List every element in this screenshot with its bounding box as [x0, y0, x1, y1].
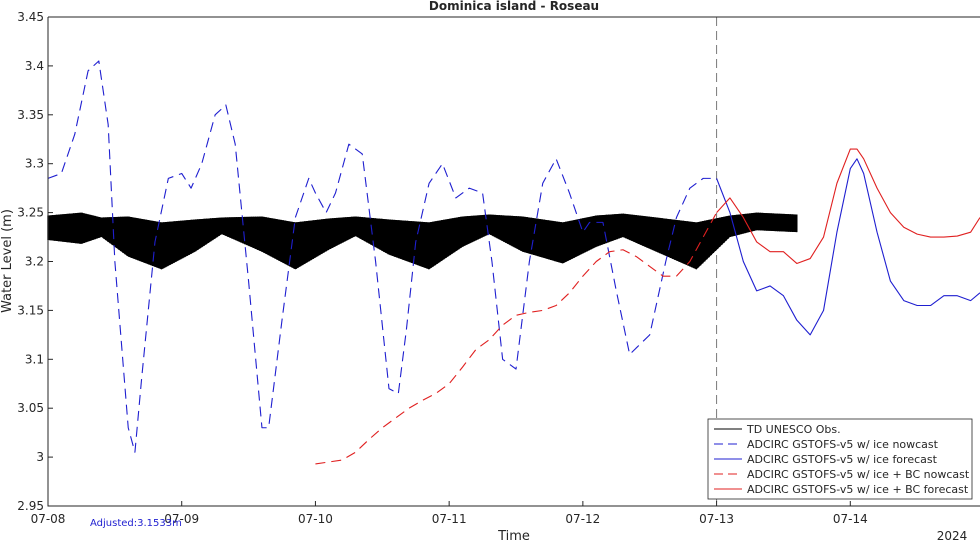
y-tick-label: 3.15: [17, 303, 44, 317]
observation-group: [47, 212, 798, 270]
x-tick-label: 07-14: [833, 512, 868, 526]
x-tick-label: 07-10: [298, 512, 333, 526]
legend-label: ADCIRC GSTOFS-v5 w/ ice + BC forecast: [747, 483, 969, 496]
series-line-adcirc-gstofs-v5-w-ice-bc-forecast: [716, 148, 980, 265]
y-tick-label: 3: [36, 450, 44, 464]
y-tick-label: 3.05: [17, 401, 44, 415]
x-tick-label: 07-12: [565, 512, 600, 526]
y-tick-label: 3.1: [25, 352, 44, 366]
x-tick-label: 07-13: [699, 512, 734, 526]
series-lines-group: [47, 60, 980, 465]
legend-box: [707, 418, 973, 500]
y-tick-label: 3.3: [25, 157, 44, 171]
chart-title: Dominica island - Roseau: [429, 0, 599, 13]
series-line-adcirc-gstofs-v5-w-ice-bc-nowcast: [315, 212, 718, 465]
legend-label: ADCIRC GSTOFS-v5 w/ ice forecast: [747, 453, 938, 466]
legend-label: ADCIRC GSTOFS-v5 w/ ice nowcast: [747, 438, 939, 451]
obs-band: [48, 212, 797, 270]
y-tick-label: 3.4: [25, 59, 44, 73]
y-tick-label: 3.25: [17, 206, 44, 220]
x-tick-label: 07-11: [432, 512, 467, 526]
legend: TD UNESCO Obs. ADCIRC GSTOFS-v5 w/ ice no…: [707, 418, 973, 500]
series-line-adcirc-gstofs-v5-w-ice-nowcast: [47, 60, 717, 453]
legend-label: TD UNESCO Obs.: [746, 423, 841, 436]
y-axis-label: Water Level (m): [0, 209, 15, 313]
x-tick-label: 07-08: [31, 512, 66, 526]
series-line-adcirc-gstofs-v5-w-ice-forecast: [716, 158, 980, 336]
y-ticks-group: 2.95 3 3.05 3.1 3.15 3.2 3.25 3.3 3.35 3.4 3.45: [17, 10, 53, 513]
x-ticks-group: 07-08 07-09 07-10 07-11 07-12 07-13 07-14: [31, 501, 868, 526]
y-tick-label: 3.2: [25, 255, 44, 269]
y-tick-label: 3.35: [17, 108, 44, 122]
x-axis-label: Time: [497, 529, 530, 541]
legend-label: ADCIRC GSTOFS-v5 w/ ice + BC nowcast: [747, 468, 970, 481]
y-tick-label: 2.95: [17, 499, 44, 513]
x-tick-label: 07-09: [164, 512, 199, 526]
adjusted-label: Adjusted:3.1533m: [90, 518, 182, 529]
year-label: 2024: [937, 529, 968, 541]
y-tick-label: 3.45: [17, 10, 44, 24]
